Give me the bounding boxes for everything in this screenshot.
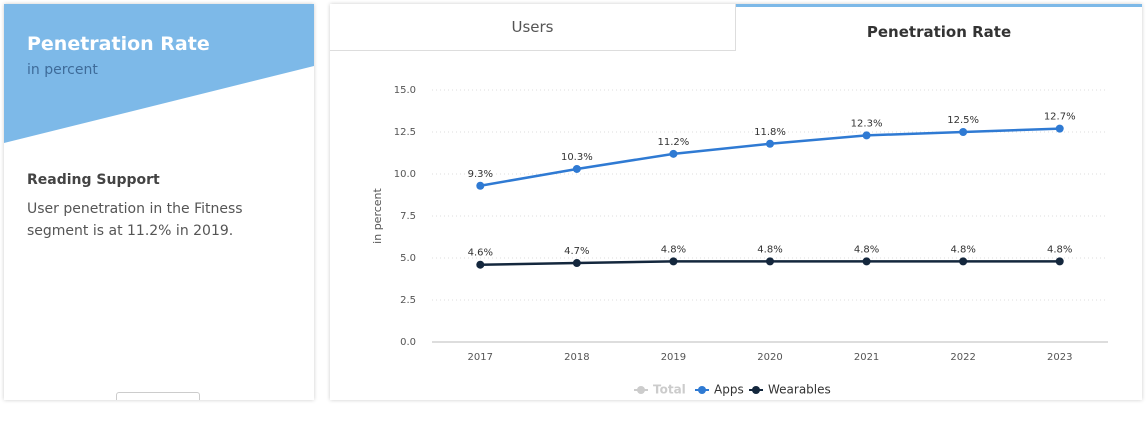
legend-item[interactable]: Total [634,383,686,397]
x-tick-label: 2023 [1047,352,1072,363]
section-text: User penetration in the Fitness segment … [27,201,243,239]
point [766,139,774,148]
point [862,131,871,140]
data-label: 4.8% [1047,244,1072,255]
legend-item[interactable]: Wearables [749,383,831,397]
x-tick-label: 2021 [854,352,879,363]
data-label: 4.8% [757,244,782,255]
data-label: 4.8% [854,244,879,255]
legend-item[interactable]: Apps [695,383,744,397]
y-tick-label: 2.5 [400,295,416,306]
data-label: 4.6% [468,248,493,259]
x-tick-label: 2017 [468,352,493,363]
point [959,257,968,266]
point [476,181,485,190]
y-tick-label: 15.0 [394,85,416,96]
point [572,164,581,173]
data-label: 4.7% [564,246,589,257]
data-label: 11.8% [754,127,786,138]
legend-label: Total [653,383,686,397]
chart-panel: Users Penetration Rate in percent 0.0 2.5… [330,4,1142,400]
banner [4,4,314,143]
legend-marker [637,386,645,394]
sidebar: Penetration Rate in percent Reading Supp… [4,4,314,400]
legend-marker [698,386,706,394]
legend-label: Apps [714,383,744,397]
legend-marker [752,386,760,394]
data-label: 12.3% [851,118,883,129]
y-tick-label: 12.5 [394,127,416,138]
x-tick-label: 2020 [757,352,782,363]
x-tick-label: 2018 [564,352,589,363]
sidebar-subtitle: in percent [27,62,98,78]
point [572,259,581,268]
section-title: Reading Support [27,172,160,188]
point [1055,257,1064,266]
y-tick-label: 0.0 [400,337,416,348]
data-label: 4.8% [661,244,686,255]
point [669,257,678,266]
sidebar-title: Penetration Rate [27,33,210,55]
data-label: 12.5% [947,115,979,126]
x-tick-label: 2022 [950,352,975,363]
tab-active[interactable]: Penetration Rate [736,4,1142,51]
point [862,257,871,266]
chart: in percent 0.0 2.5 5.0 7.5 10.0 12.5 15.0 2017 2… [371,85,1108,397]
button[interactable] [116,392,200,400]
point [959,128,968,136]
y-tick-label: 5.0 [400,253,416,264]
point [476,260,485,269]
y-axis-label: in percent [371,187,384,243]
banner-shape [4,4,314,143]
data-label: 4.8% [950,244,975,255]
data-label: 11.2% [658,137,690,148]
data-label: 12.7% [1044,112,1076,123]
y-tick-label: 7.5 [400,211,416,222]
data-label: 10.3% [561,152,593,163]
x-tick-label: 2019 [661,352,686,363]
data-label: 9.3% [468,169,493,180]
point [669,149,678,158]
point [1055,124,1064,133]
legend-label: Wearables [768,383,831,397]
tab[interactable]: Users [330,4,736,51]
point [766,257,774,266]
y-tick-label: 10.0 [394,169,416,180]
